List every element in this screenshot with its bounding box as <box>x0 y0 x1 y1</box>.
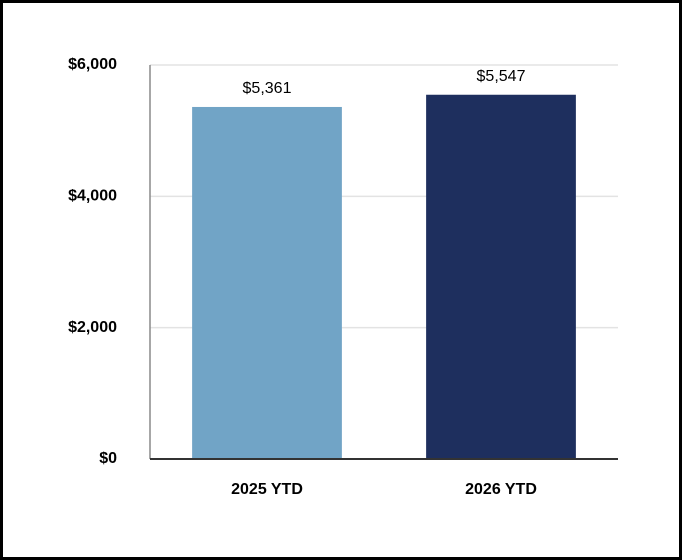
y-tick-label: $6,000 <box>68 56 117 73</box>
y-tick-label: $4,000 <box>68 188 117 205</box>
value-label: $5,361 <box>243 80 292 97</box>
bar <box>426 94 576 459</box>
x-tick-label: 2026 YTD <box>465 481 537 498</box>
x-tick-label: 2025 YTD <box>231 481 303 498</box>
bar <box>192 106 342 459</box>
y-tick-label: $2,000 <box>68 319 117 336</box>
value-label: $5,547 <box>477 68 526 85</box>
y-tick-label: $0 <box>99 450 117 467</box>
